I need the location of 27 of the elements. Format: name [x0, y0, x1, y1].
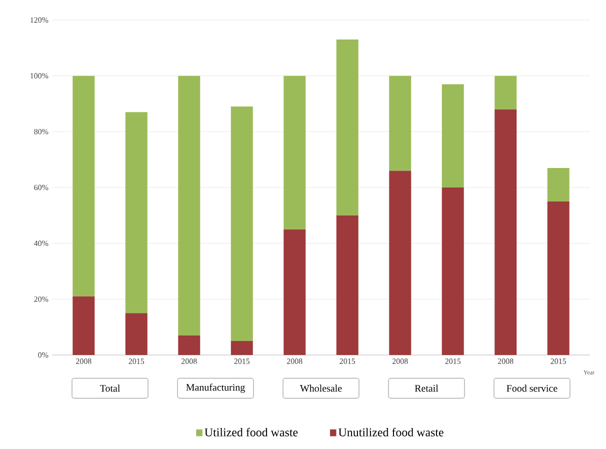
- text: Manufacturing: [186, 384, 245, 393]
- text: Total: [100, 384, 120, 392]
- bar: [547, 201, 570, 355]
- text: Food service: [506, 384, 558, 392]
- bar: [336, 40, 358, 216]
- bar: [336, 215, 358, 355]
- text: Retail: [414, 384, 438, 392]
- bar: [230, 106, 253, 342]
- legend-label: Unutilized food waste: [338, 428, 444, 436]
- text: Wholesale: [300, 384, 342, 392]
- bar: [389, 170, 412, 355]
- bar: [547, 168, 570, 202]
- bar: [442, 188, 464, 355]
- bar: [125, 313, 148, 355]
- bar: [178, 335, 200, 355]
- bar: [494, 76, 517, 110]
- bar: [72, 296, 95, 355]
- legend-label: Utilized food waste: [204, 428, 298, 436]
- bar: [442, 84, 464, 188]
- bar: [494, 109, 517, 355]
- bar: [389, 76, 412, 171]
- bar: [230, 341, 253, 355]
- bar: [125, 112, 148, 314]
- bar: [284, 76, 306, 230]
- bar: [284, 229, 306, 355]
- bar: [72, 76, 95, 296]
- bar: [178, 76, 200, 336]
